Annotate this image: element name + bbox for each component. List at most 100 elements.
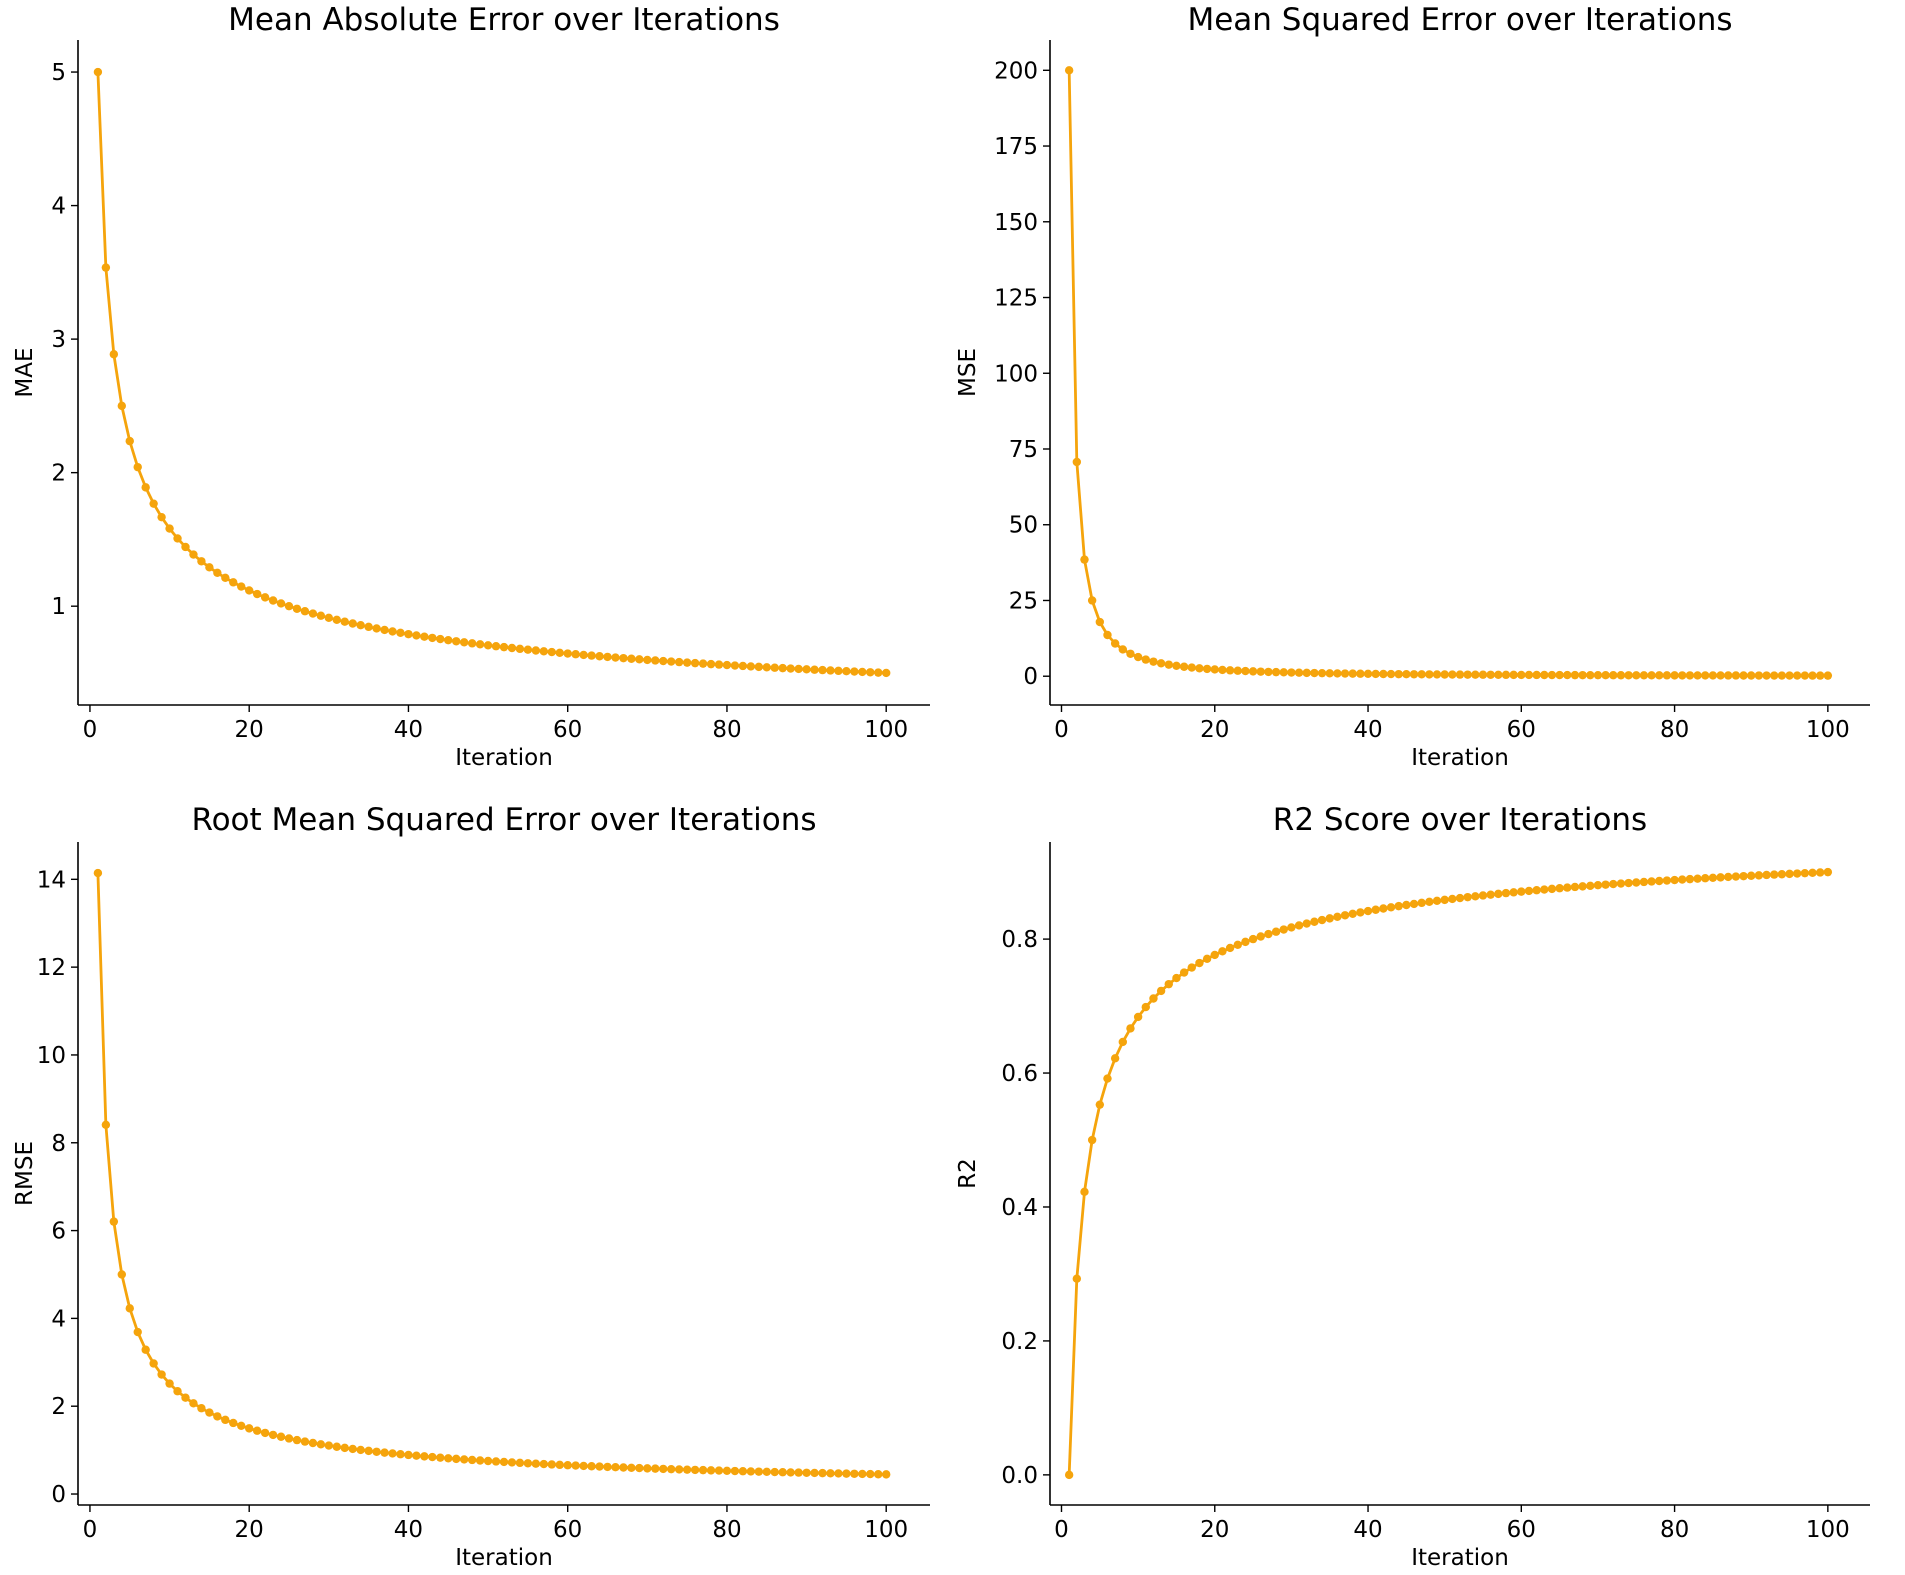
data-point: [818, 1468, 827, 1478]
x-tick-label: 100: [1806, 1517, 1850, 1543]
y-tick-label: 14: [37, 867, 66, 893]
data-point: [380, 1448, 389, 1457]
data-point: [1540, 670, 1549, 680]
data-point: [1432, 670, 1442, 679]
data-point: [1402, 900, 1411, 910]
data-point: [1302, 919, 1311, 928]
data-point: [1800, 868, 1810, 878]
data-point: [1225, 666, 1235, 675]
chart-title: Mean Absolute Error over Iterations: [228, 2, 780, 38]
x-tick-label: 40: [1353, 1517, 1382, 1543]
data-point: [531, 1459, 541, 1468]
data-point: [1509, 670, 1518, 680]
data-point: [396, 628, 405, 638]
data-point: [523, 645, 533, 654]
data-point: [730, 661, 740, 670]
y-tick-label: 10: [37, 1043, 66, 1069]
data-point: [1348, 669, 1357, 678]
data-point: [1064, 66, 1074, 75]
data-point: [213, 568, 222, 578]
x-tick-label: 40: [394, 1517, 423, 1543]
data-point: [659, 1464, 668, 1474]
data-point: [412, 1451, 421, 1460]
data-point: [1402, 670, 1411, 679]
data-point: [563, 649, 572, 658]
y-tick-label: 0.8: [1001, 927, 1038, 953]
data-point: [1662, 876, 1672, 885]
y-tick-label: 0: [51, 1482, 66, 1508]
data-point: [1179, 968, 1189, 977]
data-point: [1440, 670, 1449, 679]
data-point: [1609, 879, 1618, 889]
data-point: [1524, 670, 1534, 680]
y-tick-label: 175: [994, 134, 1038, 160]
data-point: [882, 668, 891, 678]
y-tick-label: 0: [1023, 664, 1038, 690]
data-point: [1195, 664, 1204, 673]
data-point: [842, 1469, 851, 1478]
data-point: [507, 1458, 517, 1467]
data-point: [507, 643, 517, 653]
data-point: [627, 1463, 636, 1473]
data-point: [635, 1463, 644, 1473]
data-point: [93, 868, 103, 878]
data-point: [1708, 671, 1718, 680]
data-point: [850, 1469, 859, 1478]
data-point: [1670, 875, 1679, 885]
data-point: [571, 650, 580, 659]
data-point: [1233, 666, 1242, 675]
data-point: [316, 611, 326, 620]
x-tick-label: 60: [553, 1517, 582, 1543]
data-point: [1187, 663, 1196, 672]
data-point: [1792, 869, 1802, 878]
data-point: [1325, 669, 1334, 678]
data-point: [1317, 915, 1327, 925]
data-point: [125, 1304, 134, 1313]
data-point: [276, 1432, 286, 1441]
x-axis-label: Iteration: [1411, 745, 1509, 771]
x-tick-label: 20: [1200, 1517, 1229, 1543]
data-point: [412, 631, 421, 640]
data-point: [237, 582, 246, 591]
data-point: [324, 1441, 334, 1450]
data-point: [1310, 668, 1319, 678]
data-point: [659, 656, 668, 666]
data-point: [1409, 899, 1419, 909]
y-tick-label: 4: [51, 194, 66, 220]
x-tick-label: 0: [1054, 717, 1069, 743]
data-point: [643, 655, 652, 665]
data-point: [834, 666, 843, 676]
data-point: [1325, 914, 1334, 923]
data-point: [547, 647, 556, 657]
data-point: [268, 1430, 278, 1440]
x-tick-label: 40: [1353, 717, 1382, 743]
data-point: [1494, 889, 1503, 899]
y-tick-label: 2: [51, 461, 66, 487]
data-point: [483, 1456, 493, 1466]
data-point: [1394, 669, 1403, 679]
data-point: [181, 542, 190, 552]
data-point: [149, 1359, 158, 1368]
data-point: [1823, 671, 1833, 680]
x-tick-label: 80: [712, 1517, 741, 1543]
y-tick-label: 6: [51, 1219, 66, 1245]
data-point: [1126, 649, 1135, 658]
y-tick-label: 0.0: [1001, 1463, 1038, 1489]
data-point: [1517, 670, 1526, 680]
data-point: [1095, 617, 1105, 627]
data-point: [1739, 871, 1748, 881]
data-point: [1172, 661, 1181, 670]
x-tick-label: 100: [864, 717, 908, 743]
data-point: [1363, 906, 1373, 916]
data-point: [340, 1443, 349, 1453]
y-axis-label: MSE: [955, 348, 981, 397]
data-point: [1547, 670, 1557, 680]
data-point: [444, 635, 453, 645]
x-tick-label: 100: [864, 1517, 908, 1543]
data-point: [706, 659, 716, 669]
data-point: [1141, 1002, 1150, 1012]
data-point: [436, 1453, 445, 1462]
data-point: [459, 1455, 469, 1464]
data-point: [1770, 671, 1779, 680]
data-point: [746, 1467, 756, 1476]
